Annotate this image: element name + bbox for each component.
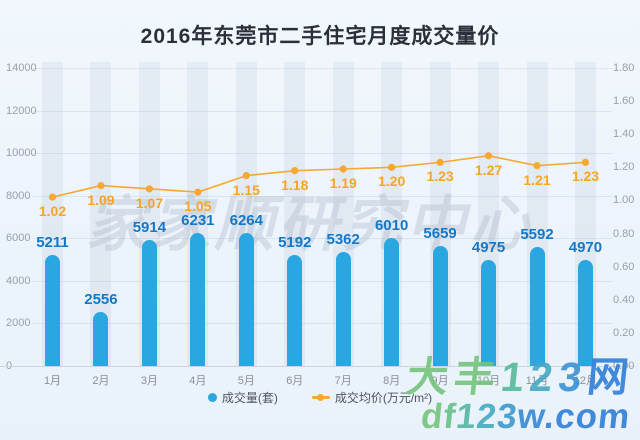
volume-bar-label: 2556 xyxy=(84,290,118,308)
y-axis-left-tick: 8000 xyxy=(6,189,31,202)
legend-label: 成交均价(万元/m²) xyxy=(334,391,433,405)
x-axis-label: 1月 xyxy=(43,375,62,387)
volume-bar[interactable] xyxy=(93,311,109,366)
x-axis-label: 10月 xyxy=(476,375,501,387)
x-axis-line xyxy=(0,366,634,367)
volume-bar[interactable] xyxy=(481,260,497,366)
volume-bar-label: 5211 xyxy=(36,234,69,252)
legend-label: 成交量(套) xyxy=(221,391,278,405)
y-axis-left-tick: 14000 xyxy=(6,62,37,74)
volume-bar[interactable] xyxy=(529,246,545,366)
volume-bar-label: 5362 xyxy=(326,230,360,248)
volume-bar-label: 5192 xyxy=(278,234,312,252)
y-axis-left-tick: 10000 xyxy=(6,147,37,160)
volume-bar-label: 6010 xyxy=(374,217,409,235)
volume-bar-label: 5592 xyxy=(520,225,554,243)
y-axis-left-tick: 6000 xyxy=(6,232,31,245)
y-axis-right-tick: 1.80 xyxy=(613,62,635,74)
gridline xyxy=(33,280,612,282)
legend-item[interactable]: 成交量(套) xyxy=(207,389,278,406)
x-axis-label: 7月 xyxy=(334,375,352,387)
y-axis-right-tick: 1.40 xyxy=(613,128,635,141)
volume-bar[interactable] xyxy=(335,251,351,366)
y-axis-right-tick: 1.20 xyxy=(613,161,635,174)
y-axis-left-tick: 12000 xyxy=(6,104,37,117)
y-axis-right-tick: 0.20 xyxy=(613,326,635,339)
volume-bar[interactable] xyxy=(287,255,303,366)
y-axis-right-tick: 0.80 xyxy=(613,227,635,240)
volume-bar-label: 6231 xyxy=(181,212,215,230)
gridline xyxy=(33,153,612,155)
y-axis-left-tick: 2000 xyxy=(6,317,31,330)
volume-bar-label: 5659 xyxy=(423,224,457,242)
legend: 成交量(套) 成交均价(万元/m²) xyxy=(0,389,640,406)
volume-bar-label: 5914 xyxy=(132,219,167,237)
x-axis-label: 8月 xyxy=(383,375,401,387)
x-axis-label: 2月 xyxy=(92,375,110,387)
gridline xyxy=(33,323,612,325)
volume-bar[interactable] xyxy=(577,260,593,366)
legend-line-marker-icon xyxy=(311,394,330,401)
y-axis-left-tick: 4000 xyxy=(6,274,31,287)
y-axis-right-tick: 1.00 xyxy=(613,194,635,207)
gridline xyxy=(33,238,612,240)
price-point-label: 1.02 xyxy=(38,203,67,220)
gridline xyxy=(33,110,612,112)
price-point-label: 1.07 xyxy=(135,194,164,211)
x-axis-label: 12月 xyxy=(573,375,598,387)
price-point-label: 1.05 xyxy=(184,198,212,215)
y-axis-right-tick: 0.00 xyxy=(613,360,635,372)
column-background-band xyxy=(90,62,112,366)
x-axis-label: 4月 xyxy=(189,375,207,387)
legend-circle-marker-icon xyxy=(207,393,217,402)
gridline xyxy=(33,68,612,69)
volume-bar[interactable] xyxy=(141,240,157,366)
price-point-label: 1.23 xyxy=(571,168,600,185)
volume-bar[interactable] xyxy=(432,245,448,366)
volume-bar-label: 6264 xyxy=(229,211,263,229)
y-axis-right-tick: 0.40 xyxy=(613,293,635,306)
volume-bar[interactable] xyxy=(384,238,400,366)
volume-bar[interactable] xyxy=(45,255,60,366)
y-axis-right-tick: 1.60 xyxy=(613,95,635,108)
x-axis-label: 3月 xyxy=(140,375,158,387)
volume-bar-label: 4970 xyxy=(568,239,603,257)
x-axis-label: 6月 xyxy=(286,375,304,387)
x-axis-label: 5月 xyxy=(237,375,255,387)
volume-bar[interactable] xyxy=(190,233,206,366)
volume-bar-label: 4975 xyxy=(471,239,506,257)
volume-bar[interactable] xyxy=(238,232,254,366)
y-axis-right-tick: 0.60 xyxy=(613,260,635,273)
legend-item[interactable]: 成交均价(万元/m²) xyxy=(311,389,433,406)
x-axis-label: 9月 xyxy=(431,375,449,387)
legend-line-dot-icon xyxy=(316,394,324,401)
x-axis-label: 11月 xyxy=(525,375,549,387)
chart-title: 2016年东莞市二手住宅月度成交量价 xyxy=(140,25,500,48)
